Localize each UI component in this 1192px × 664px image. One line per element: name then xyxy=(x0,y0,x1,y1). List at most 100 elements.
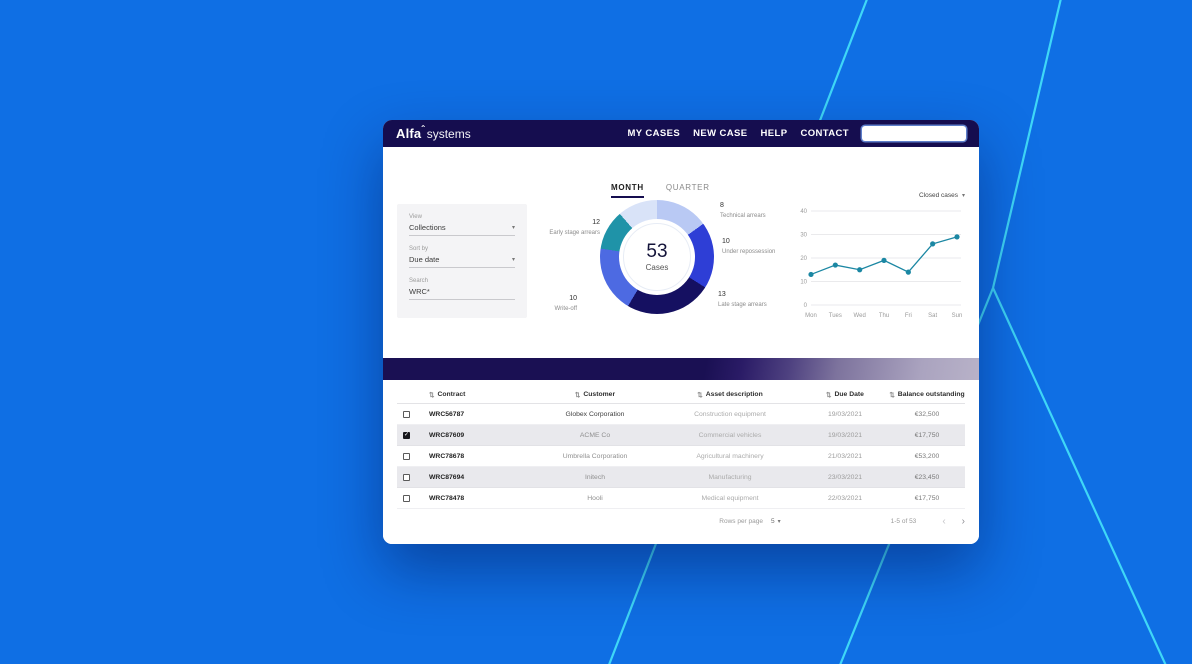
svg-text:40: 40 xyxy=(800,209,807,215)
segment-value: 12 xyxy=(592,219,600,226)
cell-due-date: 19/03/2021 xyxy=(827,431,863,439)
segment-label: Write-off xyxy=(554,305,577,312)
cell-customer: Hooli xyxy=(587,494,603,502)
cell-asset-description: Medical equipment xyxy=(701,494,759,502)
search-input[interactable]: WRC* xyxy=(409,287,515,300)
cell-asset-description: Commercial vehicles xyxy=(698,431,762,439)
row-checkbox[interactable] xyxy=(403,494,410,502)
donut-label-write-off: 10 Write-off xyxy=(487,294,577,314)
pagination-range: 1-5 of 53 xyxy=(890,518,917,525)
table-row[interactable]: WRC78478 Hooli Medical equipment 22/03/2021… xyxy=(397,488,965,509)
cell-due-date: 21/03/2021 xyxy=(827,452,863,460)
cell-due-date: 22/03/2021 xyxy=(827,494,863,502)
donut-label-technical-arrears: 8 Technical arrears xyxy=(720,201,766,221)
divider-band xyxy=(383,358,979,380)
svg-text:Wed: Wed xyxy=(854,313,866,319)
row-checkbox[interactable] xyxy=(403,410,410,418)
app-navbar: Alfa ˆ systems MY CASES NEW CASE HELP CONTACT xyxy=(383,120,979,147)
nav-item-new-case[interactable]: NEW CASE xyxy=(693,128,748,139)
brand-logo: Alfa ˆ systems xyxy=(396,125,471,141)
brand-suffix: systems xyxy=(426,127,471,141)
chevron-down-icon: ▾ xyxy=(511,225,515,231)
svg-text:Fri: Fri xyxy=(905,313,912,319)
chart-metric-dropdown[interactable]: Closed cases ▾ xyxy=(919,192,965,199)
sort-by-select[interactable]: Due date ▾ xyxy=(409,255,515,268)
segment-value: 10 xyxy=(722,238,730,245)
table-row[interactable]: WRC78678 Umbrella Corporation Agricultural… xyxy=(397,446,965,467)
table-pagination: Rows per page 5 ▾ 1-5 of 53 ‹ › xyxy=(397,516,965,527)
row-checkbox[interactable] xyxy=(403,452,410,460)
cell-asset-description: Construction equipment xyxy=(694,410,766,418)
nav-item-my-cases[interactable]: MY CASES xyxy=(627,128,681,139)
sort-icon[interactable]: ⇅ xyxy=(826,391,832,399)
sort-icon[interactable]: ⇅ xyxy=(889,391,895,399)
svg-text:Sat: Sat xyxy=(928,313,937,319)
filter-label: Sort by xyxy=(409,246,429,252)
segment-value: 13 xyxy=(718,291,726,298)
view-select[interactable]: Collections ▾ xyxy=(409,223,515,236)
cell-asset-description: Manufacturing xyxy=(708,473,752,481)
segment-label: Under repossession xyxy=(722,248,776,255)
closed-cases-line-plot: 0 10 20 30 40 Mon Tues Wed Thu Fri Sat Sun xyxy=(800,209,962,319)
svg-text:Mon: Mon xyxy=(805,313,817,319)
filter-field-search: Search WRC* xyxy=(409,278,515,300)
nav-item-help[interactable]: HELP xyxy=(760,128,788,139)
cell-balance-outstanding: €23,450 xyxy=(914,473,940,481)
tab-month[interactable]: MONTH xyxy=(611,183,644,198)
rows-per-page-value: 5 xyxy=(771,518,775,525)
nav-search-input[interactable] xyxy=(862,126,966,141)
sort-icon[interactable]: ⇅ xyxy=(574,391,581,399)
cell-contract: WRC87694 xyxy=(429,473,465,481)
svg-text:0: 0 xyxy=(804,303,808,309)
svg-text:20: 20 xyxy=(800,256,807,262)
cell-balance-outstanding: €32,500 xyxy=(914,410,940,418)
table-row[interactable]: WRC56787 Globex Corporation Construction e… xyxy=(397,404,965,425)
rows-per-page-select[interactable]: 5 ▾ xyxy=(771,518,781,525)
chevron-down-icon: ▾ xyxy=(961,193,965,199)
tab-quarter[interactable]: QUARTER xyxy=(665,183,710,192)
cell-customer: Umbrella Corporation xyxy=(562,452,628,460)
brand-caret-icon: ˆ xyxy=(421,125,425,136)
app-window: Alfa ˆ systems MY CASES NEW CASE HELP CONTACT… xyxy=(383,120,979,544)
filter-value: Due date xyxy=(409,255,440,264)
column-header-due-date: ⇅ Due Date xyxy=(801,391,889,399)
column-header-contract: ⇅ Contract xyxy=(429,391,531,399)
column-label: Asset description xyxy=(705,391,763,398)
nav-item-contact[interactable]: CONTACT xyxy=(800,128,849,139)
segment-value: 8 xyxy=(720,202,724,209)
filter-value: Collections xyxy=(409,223,446,232)
next-page-button[interactable]: › xyxy=(961,516,965,527)
period-tabs: MONTH QUARTER xyxy=(611,183,710,198)
row-checkbox[interactable] xyxy=(403,473,410,481)
chevron-down-icon: ▾ xyxy=(511,257,515,263)
brand-name: Alfa xyxy=(396,126,422,141)
cell-asset-description: Agricultural machinery xyxy=(696,452,764,460)
cell-balance-outstanding: €17,750 xyxy=(914,431,940,439)
column-label: Contract xyxy=(437,391,466,398)
svg-text:Tues: Tues xyxy=(829,313,842,319)
checkbox-cell xyxy=(397,494,429,502)
checkbox-cell xyxy=(397,473,429,481)
table-row[interactable]: ✓ WRC87609 ACME Co Commercial vehicles 19/03… xyxy=(397,425,965,446)
donut-label-under-repossession: 10 Under repossession xyxy=(722,237,775,257)
row-checkbox[interactable]: ✓ xyxy=(403,431,410,439)
sort-icon[interactable]: ⇅ xyxy=(697,391,703,399)
checkbox-cell: ✓ xyxy=(397,431,429,439)
sort-icon[interactable]: ⇅ xyxy=(429,391,435,399)
table-row[interactable]: WRC87694 Initech Manufacturing 23/03/2021 €2… xyxy=(397,467,965,488)
cell-contract: WRC56787 xyxy=(429,410,465,418)
column-header-balance-outstanding: ⇅ Balance outstanding xyxy=(889,391,965,399)
column-label: Due Date xyxy=(834,391,864,398)
cell-customer: Initech xyxy=(584,473,606,481)
chart-metric-label: Closed cases xyxy=(918,192,958,199)
prev-page-button[interactable]: ‹ xyxy=(942,516,946,527)
cell-customer: ACME Co xyxy=(579,431,611,439)
column-header-customer: ⇅ Customer xyxy=(531,391,659,399)
column-label: Balance outstanding xyxy=(897,391,965,398)
cell-due-date: 19/03/2021 xyxy=(827,410,863,418)
cases-donut-chart[interactable]: 53 Cases xyxy=(600,200,714,314)
donut-label-late-stage-arrears: 13 Late stage arrears xyxy=(718,290,767,310)
cell-balance-outstanding: €17,750 xyxy=(914,494,940,502)
chevron-down-icon: ▾ xyxy=(777,519,781,525)
